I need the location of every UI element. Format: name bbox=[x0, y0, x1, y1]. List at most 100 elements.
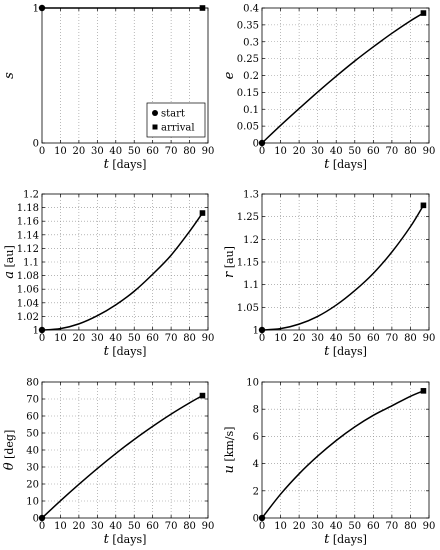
x-axis-label: t [days] bbox=[104, 344, 147, 359]
y-axis-label: e bbox=[222, 71, 237, 79]
x-tick-label: 70 bbox=[386, 333, 399, 344]
x-tick-label: 50 bbox=[348, 146, 361, 157]
x-tick-label: 10 bbox=[54, 333, 67, 344]
y-tick-label: 0 bbox=[253, 139, 259, 150]
y-tick-label: 10 bbox=[26, 497, 39, 508]
y-tick-label: 10 bbox=[246, 378, 259, 389]
x-axis-label: t [days] bbox=[324, 157, 367, 172]
y-tick-label: 1 bbox=[253, 326, 259, 337]
x-tick-label: 20 bbox=[73, 521, 86, 532]
x-tick-label: 80 bbox=[183, 333, 196, 344]
x-tick-label: 70 bbox=[165, 521, 178, 532]
x-tick-label: 80 bbox=[404, 146, 417, 157]
x-tick-label: 90 bbox=[202, 333, 215, 344]
arrival-marker bbox=[199, 210, 206, 216]
y-tick-label: 1.2 bbox=[23, 190, 39, 201]
x-tick-label: 70 bbox=[386, 521, 399, 532]
y-axis-label: θ [deg] bbox=[2, 430, 17, 471]
x-tick-label: 40 bbox=[330, 333, 343, 344]
x-tick-label: 30 bbox=[91, 521, 104, 532]
y-tick-label: 0.4 bbox=[243, 4, 259, 15]
panel-e: 0 10 20 30 40 50 60 70 80 90 0 0.05 0.1 0.15 0.2 0.25 0.… bbox=[222, 4, 435, 173]
panel-r: 0 10 20 30 40 50 60 70 80 90 1 1.05 1.1 1.15 1.2 1.25 1.… bbox=[222, 190, 435, 360]
arrival-marker bbox=[199, 5, 206, 11]
y-axis-label: a [au] bbox=[2, 245, 17, 279]
y-axis-label: s bbox=[2, 72, 17, 79]
x-tick-label: 60 bbox=[146, 521, 159, 532]
x-tick-label: 20 bbox=[73, 333, 86, 344]
x-tick-label: 0 bbox=[259, 521, 265, 532]
x-axis-label: t [days] bbox=[104, 532, 147, 547]
y-tick-label: 1 bbox=[33, 4, 39, 15]
y-tick-label: 1.18 bbox=[17, 203, 39, 214]
x-tick-label: 30 bbox=[91, 333, 104, 344]
y-tick-label: 0.3 bbox=[243, 37, 259, 48]
y-tick-label: 0.25 bbox=[237, 54, 259, 65]
x-tick-label: 40 bbox=[330, 521, 343, 532]
x-tick-label: 60 bbox=[146, 333, 159, 344]
axes-frame bbox=[261, 381, 430, 519]
x-tick-label: 80 bbox=[404, 521, 417, 532]
start-marker bbox=[258, 139, 266, 147]
x-tick-label: 10 bbox=[54, 521, 67, 532]
x-tick-label: 80 bbox=[404, 333, 417, 344]
x-tick-label: 20 bbox=[73, 146, 86, 157]
x-tick-label: 10 bbox=[274, 333, 287, 344]
y-tick-label: 1.1 bbox=[243, 280, 259, 291]
y-tick-label: 1.06 bbox=[17, 285, 39, 296]
legend-arrival-marker bbox=[152, 124, 158, 130]
y-tick-label: 1.08 bbox=[17, 271, 39, 282]
x-tick-label: 30 bbox=[311, 521, 324, 532]
x-tick-label: 50 bbox=[348, 521, 361, 532]
x-tick-label: 50 bbox=[128, 521, 141, 532]
arrival-marker bbox=[420, 202, 427, 209]
x-tick-label: 70 bbox=[165, 146, 178, 157]
x-tick-label: 90 bbox=[202, 146, 215, 157]
x-tick-label: 0 bbox=[39, 521, 45, 532]
start-marker bbox=[258, 514, 266, 522]
y-tick-label: 0.2 bbox=[243, 71, 259, 82]
series-line-theta bbox=[41, 394, 203, 519]
x-tick-label: 10 bbox=[54, 146, 67, 157]
panel-s: 0 10 20 30 40 50 60 70 80 90 0 1 t [days] s start arriv… bbox=[2, 4, 214, 173]
panel-u: 0 10 20 30 40 50 60 70 80 90 0 2 4 6 8 10 t [days] u [km/… bbox=[222, 378, 435, 548]
x-tick-label: 0 bbox=[259, 333, 265, 344]
y-tick-label: 1.14 bbox=[17, 230, 39, 241]
y-tick-label: 1.02 bbox=[17, 312, 39, 323]
x-tick-label: 50 bbox=[128, 333, 141, 344]
y-axis-label: u [km/s] bbox=[222, 427, 237, 474]
series-line-r bbox=[261, 204, 425, 331]
start-marker bbox=[258, 326, 266, 334]
x-tick-label: 0 bbox=[259, 146, 265, 157]
y-tick-label: 1.25 bbox=[237, 212, 259, 223]
y-tick-label: 50 bbox=[26, 429, 39, 440]
x-tick-label: 10 bbox=[274, 521, 287, 532]
start-marker bbox=[38, 326, 46, 334]
start-marker bbox=[38, 4, 46, 12]
x-tick-label: 40 bbox=[109, 146, 122, 157]
y-tick-label: 0.1 bbox=[243, 105, 259, 116]
x-tick-label: 30 bbox=[311, 333, 324, 344]
y-tick-label: 60 bbox=[26, 412, 39, 423]
x-axis-label: t [days] bbox=[324, 532, 367, 547]
y-tick-label: 0.35 bbox=[237, 20, 259, 31]
y-tick-label: 30 bbox=[26, 463, 39, 474]
arrival-marker bbox=[420, 10, 427, 16]
y-tick-label: 0 bbox=[253, 514, 259, 525]
series-line-a bbox=[41, 212, 204, 331]
x-tick-label: 50 bbox=[348, 333, 361, 344]
x-tick-label: 80 bbox=[183, 146, 196, 157]
x-axis-label: t [days] bbox=[104, 157, 147, 172]
x-tick-label: 60 bbox=[367, 333, 380, 344]
y-tick-label: 4 bbox=[253, 459, 259, 470]
series-line-e bbox=[261, 12, 424, 144]
x-tick-label: 30 bbox=[91, 146, 104, 157]
x-tick-label: 0 bbox=[39, 333, 45, 344]
x-tick-label: 80 bbox=[183, 521, 196, 532]
y-tick-label: 80 bbox=[26, 378, 39, 389]
y-tick-label: 70 bbox=[26, 395, 39, 406]
y-tick-label: 0 bbox=[33, 514, 39, 525]
y-tick-label: 1.05 bbox=[237, 303, 259, 314]
legend: start arrival bbox=[146, 102, 206, 138]
x-tick-label: 60 bbox=[146, 146, 159, 157]
